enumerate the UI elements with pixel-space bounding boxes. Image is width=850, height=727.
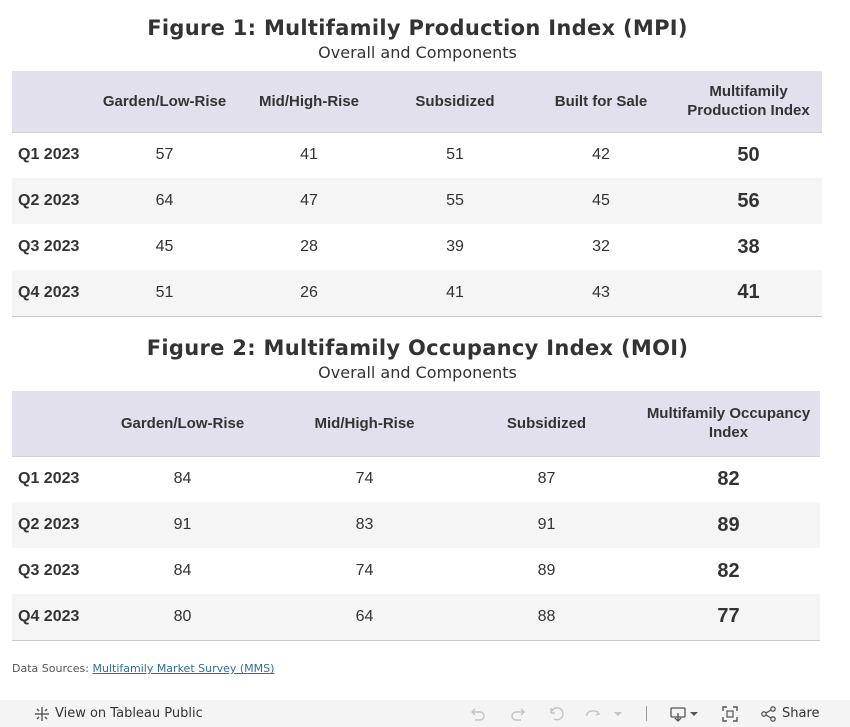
refresh-dropdown[interactable] — [613, 700, 623, 727]
cell-index: 56 — [675, 178, 822, 224]
download-button[interactable] — [669, 700, 699, 727]
data-sources-prefix: Data Sources: — [12, 662, 89, 675]
cell-value: 74 — [355, 562, 374, 579]
cell-value: 28 — [300, 238, 318, 255]
share-button[interactable]: Share — [760, 700, 820, 727]
figure2-title: Figure 2: Multifamily Occupancy Index (M… — [146, 336, 689, 360]
tableau-toolbar: View on Tableau Public — [0, 700, 850, 727]
table-header-row: Garden/Low-Rise Mid/High-Rise Subsidized… — [12, 71, 822, 132]
table-header-row: Garden/Low-Rise Mid/High-Rise Subsidized… — [12, 391, 820, 456]
cell-value: 89 — [537, 562, 556, 579]
cell-value: 39 — [446, 238, 464, 255]
cell-index: 50 — [737, 143, 760, 166]
cell-value: 42 — [592, 146, 610, 164]
row-label: Q2 2023 — [12, 502, 92, 548]
cell-value: 88 — [456, 594, 637, 640]
share-icon — [761, 705, 776, 722]
cell-value: 51 — [446, 146, 464, 164]
toolbar-divider — [646, 706, 647, 721]
mms-link[interactable]: Multifamily Market Survey (MMS) — [92, 662, 275, 675]
cell-value: 57 — [155, 146, 174, 164]
row-label: Q3 2023 — [18, 238, 80, 255]
redo-icon — [511, 708, 525, 721]
figure1-title: Figure 1: Multifamily Production Index (… — [147, 16, 688, 40]
table-row: Q2 2023 64 47 55 45 56 — [12, 178, 822, 224]
cell-value: 41 — [300, 146, 318, 164]
header-production-index: Multifamily Production Index — [675, 71, 822, 132]
cell-value: 83 — [273, 502, 456, 548]
table-row: Q1 2023 84 74 87 82 — [12, 456, 820, 502]
figure1-subtitle: Overall and Components — [318, 43, 517, 62]
cell-value: 41 — [383, 270, 527, 316]
table-row: Q1 2023 57 41 51 42 50 — [12, 132, 822, 178]
fullscreen-button[interactable] — [721, 700, 739, 727]
download-icon — [670, 706, 686, 722]
cell-index: 38 — [737, 235, 760, 258]
cell-index: 89 — [637, 502, 820, 548]
table-row: Q2 2023 91 83 91 89 — [12, 502, 820, 548]
header-garden-low-rise: Garden/Low-Rise — [94, 71, 235, 132]
cell-value: 45 — [155, 238, 174, 255]
cell-value: 74 — [355, 470, 374, 488]
cell-index: 82 — [717, 559, 740, 582]
redo-button[interactable] — [509, 700, 527, 727]
cell-value: 84 — [173, 470, 192, 488]
cell-index: 82 — [717, 467, 740, 490]
view-on-tableau-button[interactable]: View on Tableau Public — [33, 700, 203, 727]
undo-icon — [471, 708, 485, 721]
row-label: Q2 2023 — [12, 178, 94, 224]
cell-value: 64 — [94, 178, 235, 224]
header-subsidized: Subsidized — [383, 71, 527, 132]
cell-value: 91 — [92, 502, 273, 548]
cell-value: 45 — [527, 178, 675, 224]
refresh-icon — [586, 709, 601, 716]
row-label: Q3 2023 — [18, 562, 80, 579]
header-occupancy-index: Multifamily Occupancy Index — [637, 391, 820, 456]
cell-index: 41 — [675, 270, 822, 316]
tableau-logo-icon — [35, 706, 49, 721]
table-row: Q3 2023 84 74 89 82 — [12, 548, 820, 594]
figure2-subtitle: Overall and Components — [318, 363, 517, 382]
header-empty — [12, 391, 92, 456]
cell-index: 77 — [637, 594, 820, 640]
cell-value: 84 — [173, 562, 192, 579]
row-label: Q4 2023 — [12, 594, 92, 640]
revert-button[interactable] — [548, 700, 566, 727]
cell-value: 64 — [273, 594, 456, 640]
mpi-table: Garden/Low-Rise Mid/High-Rise Subsidized… — [12, 71, 822, 317]
table-row: Q3 2023 45 28 39 32 38 — [12, 224, 822, 270]
cell-value: 32 — [592, 238, 610, 255]
cell-value: 47 — [235, 178, 383, 224]
table-row: Q4 2023 51 26 41 43 41 — [12, 270, 822, 316]
row-label: Q4 2023 — [12, 270, 94, 316]
cell-value: 43 — [527, 270, 675, 316]
cell-value: 91 — [456, 502, 637, 548]
data-sources: Data Sources: Multifamily Market Survey … — [12, 662, 274, 675]
header-garden-low-rise: Garden/Low-Rise — [92, 391, 273, 456]
share-label: Share — [782, 706, 820, 721]
cell-value: 51 — [94, 270, 235, 316]
cell-value: 87 — [537, 470, 556, 488]
header-empty — [12, 71, 94, 132]
cell-value: 55 — [383, 178, 527, 224]
header-built-for-sale: Built for Sale — [527, 71, 675, 132]
undo-button[interactable] — [469, 700, 487, 727]
header-subsidized: Subsidized — [456, 391, 637, 456]
cell-value: 80 — [92, 594, 273, 640]
revert-icon — [550, 706, 564, 720]
refresh-button[interactable] — [584, 700, 602, 727]
chevron-down-icon — [614, 711, 622, 716]
fullscreen-icon — [722, 705, 738, 722]
row-label: Q1 2023 — [18, 470, 80, 488]
table-row: Q4 2023 80 64 88 77 — [12, 594, 820, 640]
view-on-tableau-label: View on Tableau Public — [55, 706, 203, 721]
header-mid-high-rise: Mid/High-Rise — [273, 391, 456, 456]
row-label: Q1 2023 — [18, 146, 80, 164]
chevron-down-icon — [690, 711, 698, 716]
moi-table: Garden/Low-Rise Mid/High-Rise Subsidized… — [12, 391, 820, 641]
cell-value: 26 — [235, 270, 383, 316]
header-mid-high-rise: Mid/High-Rise — [235, 71, 383, 132]
